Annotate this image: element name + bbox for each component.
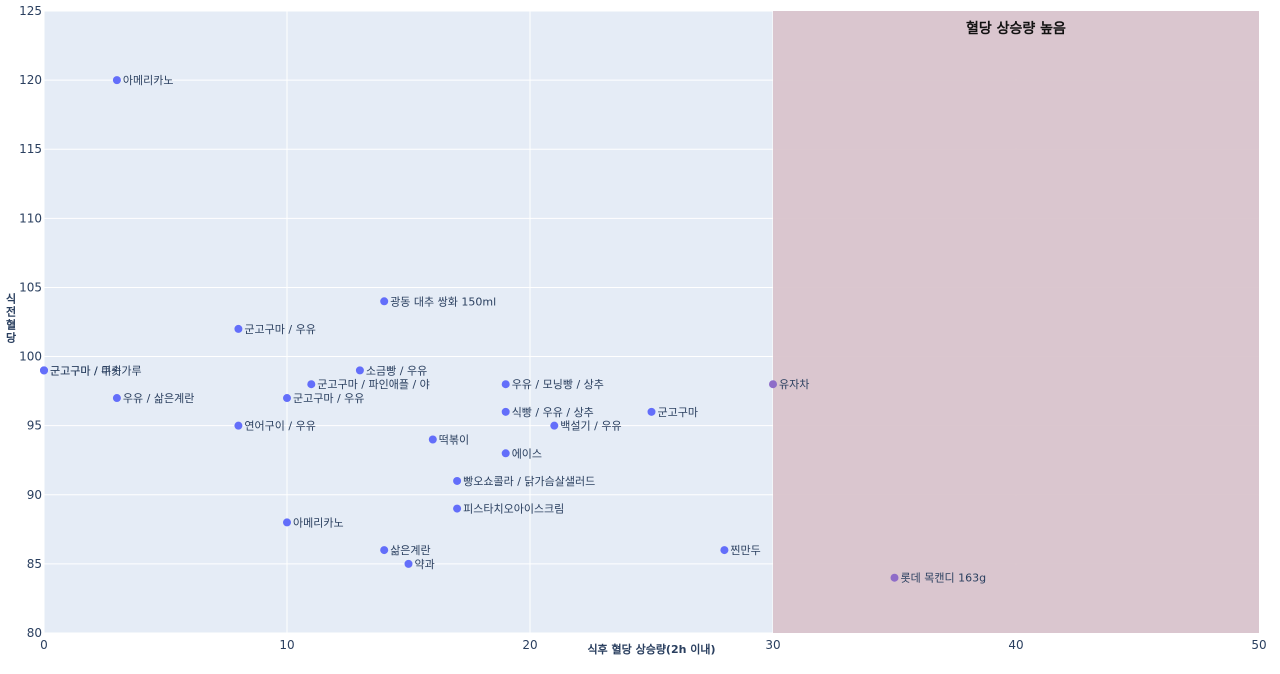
- x-tick-label: 30: [765, 638, 780, 652]
- y-tick-label: 100: [19, 350, 42, 364]
- data-point-label: 아메리카노: [293, 516, 344, 529]
- y-tick-label: 95: [27, 419, 42, 433]
- data-point[interactable]: [112, 76, 121, 85]
- high-rise-region: [773, 11, 1259, 633]
- data-point[interactable]: [550, 421, 559, 430]
- data-point-label: 군고구마 / 파인애플 / 야: [317, 378, 429, 391]
- data-point[interactable]: [307, 380, 316, 389]
- y-tick-label: 85: [27, 557, 42, 571]
- data-point[interactable]: [720, 546, 729, 555]
- data-point[interactable]: [380, 546, 389, 555]
- data-point-label: 군고구마 / 쿠키: [50, 364, 121, 377]
- y-tick-label: 120: [19, 73, 42, 87]
- data-point-label: 롯데 목캔디 163g: [901, 572, 987, 585]
- y-tick-label: 80: [27, 626, 42, 640]
- x-tick-label: 0: [40, 638, 48, 652]
- data-point[interactable]: [234, 421, 243, 430]
- data-point-label: 식빵 / 우유 / 상추: [512, 406, 594, 419]
- data-point[interactable]: [380, 297, 389, 306]
- data-point-label: 백설기 / 우유: [560, 420, 621, 433]
- x-axis-title: 식후 혈당 상승량(2h 이내): [587, 642, 715, 656]
- region-label: 혈당 상승량 높음: [966, 20, 1066, 37]
- data-point-label: 빵오쇼콜라 / 닭가슴살샐러드: [463, 475, 595, 488]
- x-tick-label: 10: [279, 638, 294, 652]
- data-point-label: 군고구마: [658, 406, 698, 419]
- data-point-label: 군고구마 / 우유: [244, 323, 315, 336]
- data-point[interactable]: [453, 504, 462, 513]
- data-point[interactable]: [283, 518, 291, 527]
- y-tick-label: 110: [19, 211, 42, 225]
- data-point[interactable]: [453, 476, 462, 485]
- data-point[interactable]: [234, 324, 243, 333]
- data-point[interactable]: [112, 394, 121, 403]
- data-point-label: 아메리카노: [123, 74, 174, 87]
- data-point[interactable]: [501, 407, 510, 416]
- data-point[interactable]: [501, 380, 510, 389]
- x-tick-label: 50: [1251, 638, 1266, 652]
- data-point[interactable]: [428, 435, 437, 444]
- y-tick-label: 90: [27, 488, 42, 502]
- y-tick-label: 105: [19, 280, 42, 294]
- data-point-label: 떡볶이: [439, 433, 469, 446]
- data-point-label: 찐만두: [730, 544, 760, 557]
- data-point[interactable]: [501, 449, 510, 458]
- data-point[interactable]: [769, 380, 777, 389]
- x-tick-label: 20: [522, 638, 537, 652]
- data-point-label: 연어구이 / 우유: [244, 420, 315, 433]
- x-tick-label: 40: [1008, 638, 1023, 652]
- data-point-label: 삶은계란: [390, 544, 430, 557]
- data-point-label: 군고구마 / 우유: [293, 392, 364, 405]
- data-point-label: 에이스: [512, 447, 542, 460]
- data-point[interactable]: [40, 366, 48, 375]
- data-point-label: 군고구마 / 미숫가루: [50, 364, 142, 377]
- data-point-label: 광동 대추 쌍화 150ml: [390, 295, 496, 308]
- y-tick-label: 115: [19, 142, 42, 156]
- data-point[interactable]: [647, 407, 656, 416]
- data-point[interactable]: [355, 366, 364, 375]
- data-point-label: 우유 / 모닝빵 / 상추: [512, 378, 604, 391]
- y-tick-label: 125: [19, 4, 42, 18]
- data-point[interactable]: [283, 394, 291, 403]
- axis-ticks: 0 10 20 30 40 50 80 85 90 95 100 105 110 115 120 125: [19, 4, 1267, 652]
- data-point-label: 약과: [415, 557, 435, 571]
- data-point-label: 피스타치오아이스크림: [463, 503, 564, 516]
- data-point[interactable]: [890, 573, 899, 582]
- data-point-label: 우유 / 삶은계란: [123, 392, 194, 405]
- data-point-label: 소금빵 / 우유: [366, 364, 427, 377]
- data-point-label: 유자차: [779, 378, 809, 391]
- data-point[interactable]: [404, 559, 413, 568]
